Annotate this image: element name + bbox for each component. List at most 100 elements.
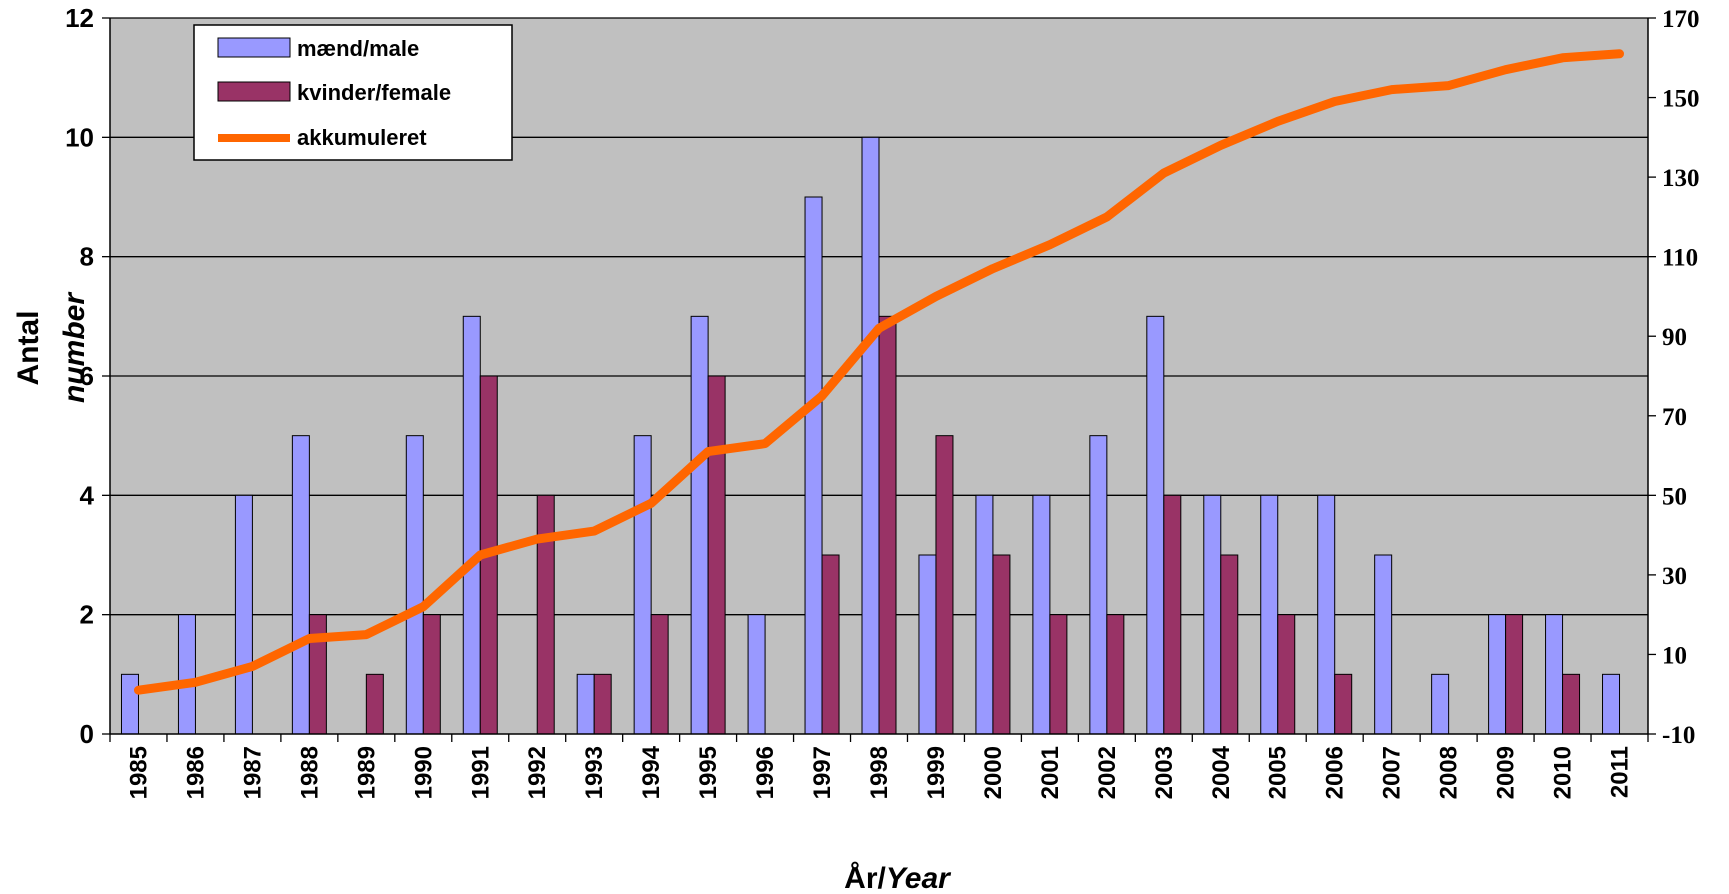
bar-female-2009 bbox=[1505, 614, 1524, 735]
bar-male-2002 bbox=[1089, 435, 1108, 735]
bars bbox=[120, 136, 1621, 735]
bar-female-1998 bbox=[878, 315, 897, 735]
left-tick-label-8: 8 bbox=[80, 242, 94, 272]
left-axis-ticks: 0 2 4 6 8 10 12 bbox=[65, 3, 110, 749]
bar-female-2010 bbox=[1562, 673, 1581, 735]
bar-male-1995 bbox=[690, 315, 709, 735]
x-tick-label-1992: 1992 bbox=[524, 746, 551, 799]
left-tick-label-0: 0 bbox=[80, 719, 94, 749]
x-tick-label-2003: 2003 bbox=[1151, 746, 1178, 799]
x-axis-title-part1: År/ bbox=[844, 862, 886, 894]
bar-female-2006 bbox=[1334, 673, 1353, 735]
left-tick-label-12: 12 bbox=[65, 3, 94, 33]
right-tick-label-30: 30 bbox=[1662, 563, 1687, 590]
right-tick-label-130: 130 bbox=[1662, 165, 1700, 192]
x-tick-label-2008: 2008 bbox=[1436, 746, 1463, 799]
x-tick-label-2000: 2000 bbox=[980, 746, 1007, 799]
bar-female-1989 bbox=[365, 673, 384, 735]
left-tick-label-6: 6 bbox=[80, 361, 94, 391]
x-tick-label-1995: 1995 bbox=[695, 746, 722, 799]
x-tick-label-2010: 2010 bbox=[1550, 746, 1577, 799]
bar-male-2000 bbox=[975, 494, 994, 735]
x-tick-label-1997: 1997 bbox=[809, 746, 836, 799]
x-axis-title: År/Year bbox=[844, 862, 952, 894]
x-tick-label-1996: 1996 bbox=[752, 746, 779, 799]
x-tick-label-2009: 2009 bbox=[1493, 746, 1520, 799]
x-tick-label-1987: 1987 bbox=[239, 746, 266, 799]
bar-female-2002 bbox=[1106, 614, 1125, 735]
bar-male-1996 bbox=[747, 614, 766, 735]
cumulative-line-layer bbox=[134, 49, 1624, 695]
left-tick-label-4: 4 bbox=[80, 480, 95, 510]
legend-swatch-female bbox=[217, 81, 291, 102]
x-axis-ticks: 1985 1986 1987 1988 1989 1990 1991 1992 1993 1994… bbox=[109, 734, 1649, 799]
x-tick-label-1985: 1985 bbox=[126, 746, 153, 799]
x-tick-label-1990: 1990 bbox=[410, 746, 437, 799]
bar-female-1990 bbox=[422, 614, 441, 735]
x-tick-label-2001: 2001 bbox=[1037, 746, 1064, 799]
right-tick-label-170: 170 bbox=[1662, 6, 1700, 33]
cumulative-line bbox=[134, 49, 1624, 695]
right-tick-label-70: 70 bbox=[1662, 404, 1687, 431]
x-tick-label-2006: 2006 bbox=[1322, 746, 1349, 799]
bar-male-2008 bbox=[1431, 673, 1450, 735]
y-axis-title-line2: number bbox=[58, 291, 91, 403]
x-tick-label-1993: 1993 bbox=[581, 746, 608, 799]
right-tick-label-90: 90 bbox=[1662, 324, 1687, 351]
bar-male-2004 bbox=[1203, 494, 1222, 735]
x-tick-label-2005: 2005 bbox=[1265, 746, 1292, 799]
x-tick-label-1991: 1991 bbox=[467, 746, 494, 799]
bar-male-1986 bbox=[177, 614, 196, 735]
bar-female-1999 bbox=[935, 435, 954, 735]
bar-male-1999 bbox=[918, 554, 937, 735]
x-tick-label-1998: 1998 bbox=[866, 746, 893, 799]
legend-swatch-male bbox=[217, 37, 291, 58]
bar-female-1995 bbox=[707, 375, 726, 735]
x-tick-label-2002: 2002 bbox=[1094, 746, 1121, 799]
right-tick-label-150: 150 bbox=[1662, 86, 1700, 113]
bar-male-2005 bbox=[1260, 494, 1279, 735]
bar-male-2009 bbox=[1488, 614, 1507, 735]
bar-male-2011 bbox=[1602, 673, 1621, 735]
bar-female-1988 bbox=[308, 614, 327, 735]
x-tick-label-1986: 1986 bbox=[182, 746, 209, 799]
bar-male-2006 bbox=[1317, 494, 1336, 735]
left-tick-label-2: 2 bbox=[80, 600, 94, 630]
bar-female-1992 bbox=[536, 494, 555, 735]
right-tick-label-50: 50 bbox=[1662, 483, 1687, 510]
bar-female-2001 bbox=[1049, 614, 1068, 735]
x-tick-label-1999: 1999 bbox=[923, 746, 950, 799]
bar-male-2007 bbox=[1374, 554, 1393, 735]
legend-label-cumulative: akkumuleret bbox=[297, 125, 427, 150]
right-axis-ticks: -10 10 30 50 70 90 110 130 150 170 bbox=[1648, 6, 1700, 749]
bar-male-2010 bbox=[1545, 614, 1564, 735]
bar-female-2000 bbox=[992, 554, 1011, 735]
legend-label-male: mænd/male bbox=[297, 36, 419, 61]
bar-male-1988 bbox=[291, 435, 310, 735]
bar-male-2003 bbox=[1146, 315, 1165, 735]
bar-male-1994 bbox=[633, 435, 652, 735]
bar-male-1985 bbox=[120, 673, 139, 735]
bar-male-1997 bbox=[804, 196, 823, 735]
left-tick-label-10: 10 bbox=[65, 122, 94, 152]
bar-male-2001 bbox=[1032, 494, 1051, 735]
bar-female-1997 bbox=[821, 554, 840, 735]
bar-female-2004 bbox=[1220, 554, 1239, 735]
bar-male-1990 bbox=[405, 435, 424, 735]
bar-male-1998 bbox=[861, 136, 880, 735]
x-tick-label-2004: 2004 bbox=[1208, 745, 1235, 799]
legend-label-female: kvinder/female bbox=[297, 80, 451, 105]
x-tick-label-2011: 2011 bbox=[1607, 746, 1634, 798]
x-tick-label-1994: 1994 bbox=[638, 745, 665, 799]
x-tick-label-1989: 1989 bbox=[353, 746, 380, 799]
bar-female-2005 bbox=[1277, 614, 1296, 735]
y-axis-title-line1: Antal bbox=[12, 311, 45, 386]
right-tick-label-110: 110 bbox=[1662, 245, 1698, 272]
right-tick-label--10: -10 bbox=[1662, 722, 1695, 749]
bar-female-1993 bbox=[593, 673, 612, 735]
legend: mænd/male kvinder/female akkumuleret bbox=[193, 24, 513, 161]
x-tick-label-2007: 2007 bbox=[1379, 746, 1406, 799]
bar-female-1994 bbox=[650, 614, 669, 735]
bar-female-2003 bbox=[1163, 494, 1182, 735]
